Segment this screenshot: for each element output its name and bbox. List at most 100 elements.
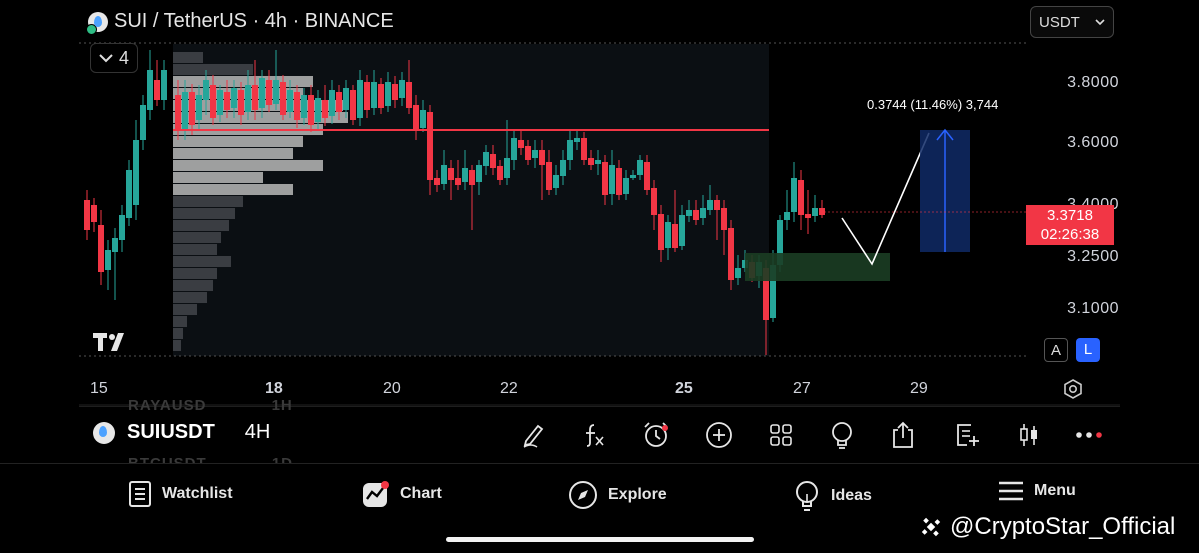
lightbulb-icon	[832, 422, 852, 449]
candle-body	[644, 162, 650, 190]
chart-pane[interactable]	[79, 0, 1120, 462]
notes-button[interactable]	[951, 419, 983, 451]
volume-profile-bar	[173, 256, 231, 267]
more-button[interactable]	[1074, 419, 1106, 451]
candle-body	[581, 138, 587, 160]
candle-body	[112, 238, 118, 252]
alerts-button[interactable]	[640, 419, 672, 451]
chevron-down-icon	[99, 54, 113, 63]
symbol-selector[interactable]: SUIUSDT 4H	[93, 421, 270, 444]
home-indicator	[446, 537, 754, 542]
tab-ideas[interactable]: Ideas	[793, 480, 872, 512]
volume-profile-bar	[173, 244, 217, 255]
date-axis-label: 20	[383, 380, 401, 397]
price-axis-label: 3.2500	[1067, 248, 1119, 265]
candle-body	[602, 162, 608, 195]
chart-icon	[363, 481, 389, 507]
candle-body	[721, 208, 727, 230]
lightbulb-icon	[796, 481, 818, 511]
candle-body	[483, 152, 489, 166]
bar-countdown: 02:26:38	[1040, 226, 1100, 243]
candle-body	[672, 224, 678, 248]
candle-body	[469, 170, 475, 185]
candle-body	[630, 175, 636, 178]
tab-menu[interactable]: Menu	[998, 480, 1076, 502]
tab-chart[interactable]: Chart	[362, 480, 442, 508]
tab-label: Menu	[1034, 482, 1076, 499]
candle-body	[385, 82, 391, 106]
candle-body	[553, 175, 559, 188]
tab-label: Explore	[608, 486, 667, 503]
candle-body	[161, 70, 167, 100]
symbol-toolbar: RAYAUSD 1H BTCUSDT 1D SUIUSDT 4H	[79, 397, 1120, 472]
candle-body	[777, 220, 783, 265]
tab-watchlist[interactable]: Watchlist	[128, 480, 233, 508]
auto-scale-button[interactable]: A	[1044, 338, 1068, 362]
chart-symbol-title[interactable]: SUI / TetherUS · 4h · BINANCE	[86, 10, 394, 35]
candle-body	[308, 95, 314, 125]
candle-body	[574, 138, 580, 142]
share-button[interactable]	[887, 419, 919, 451]
candle-body	[504, 158, 510, 178]
date-axis-label: 29	[910, 380, 928, 397]
chart-type-button[interactable]	[1013, 419, 1045, 451]
candle-body	[189, 92, 195, 125]
candle-body	[182, 92, 188, 130]
candle-body	[511, 138, 517, 160]
date-axis-label: 18	[265, 380, 283, 397]
candle-body	[707, 200, 713, 210]
add-button[interactable]	[703, 419, 735, 451]
candle-body	[588, 158, 594, 165]
interval-selector[interactable]: 4H	[244, 421, 271, 443]
watermark-text: @CryptoStar_Official	[950, 513, 1176, 540]
candle-body	[133, 140, 139, 205]
indicators-toggle-button[interactable]: 4	[90, 43, 138, 73]
price-chart[interactable]	[79, 0, 1120, 462]
tab-explore[interactable]: Explore	[568, 480, 667, 510]
candle-body	[791, 178, 797, 212]
volume-profile-bar	[173, 208, 235, 219]
ideas-button[interactable]	[826, 419, 858, 451]
candle-body	[616, 168, 622, 195]
candle-body	[147, 70, 153, 110]
candle-body	[294, 92, 300, 120]
volume-profile-bar	[173, 160, 323, 171]
layout-button[interactable]	[765, 419, 797, 451]
candle-body	[91, 205, 97, 222]
target-arrow-head	[936, 128, 954, 141]
compass-icon	[569, 481, 597, 509]
log-scale-button[interactable]: L	[1076, 338, 1100, 362]
settings-icon[interactable]	[1062, 378, 1084, 400]
candle-body	[651, 188, 657, 215]
indicator-count: 4	[118, 47, 129, 68]
candle-body	[798, 180, 804, 215]
candle-body	[476, 165, 482, 182]
candle-body	[238, 90, 244, 115]
volume-profile-bar	[173, 136, 303, 147]
sui-coin-icon	[86, 11, 108, 35]
candle-body	[686, 210, 692, 216]
indicators-button[interactable]	[578, 419, 610, 451]
candle-body	[546, 162, 552, 190]
price-axis-label: 3.8000	[1067, 74, 1119, 91]
candle-body	[735, 268, 741, 278]
candle-body	[497, 166, 503, 180]
candle-body	[259, 78, 265, 108]
candle-body	[371, 82, 377, 108]
candle-body	[84, 200, 90, 230]
symbol-name: SUIUSDT	[127, 421, 215, 443]
sui-coin-icon	[93, 421, 115, 444]
candle-body	[413, 105, 419, 130]
candle-body	[812, 208, 818, 216]
candle-body	[357, 80, 363, 118]
drawing-tools-button[interactable]	[519, 419, 551, 451]
candle-body	[196, 95, 202, 120]
candle-body	[427, 112, 433, 180]
candle-body	[595, 160, 601, 164]
currency-select[interactable]: USDT	[1030, 6, 1114, 38]
date-axis-label: 25	[675, 380, 693, 397]
candle-body	[217, 90, 223, 115]
candle-body	[819, 208, 825, 215]
measure-label: 0.3744 (11.46%) 3,744	[867, 97, 999, 112]
candle-body	[245, 85, 251, 112]
